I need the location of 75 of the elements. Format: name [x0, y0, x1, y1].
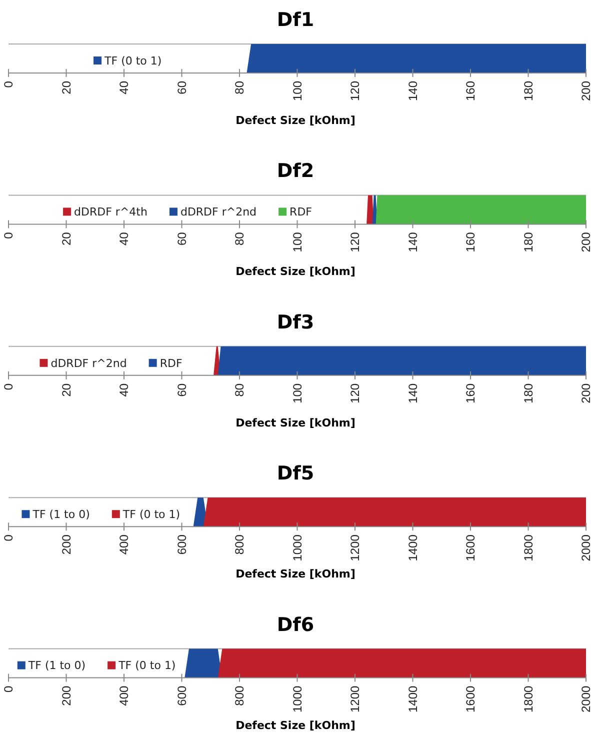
x-tick-label: 0 [2, 383, 16, 390]
x-tick-label: 100 [290, 80, 304, 102]
x-tick-label: 1600 [464, 534, 478, 562]
x-tick-label: 1000 [290, 685, 304, 713]
x-tick-label: 60 [174, 80, 189, 94]
legend-label: RDF [290, 206, 312, 219]
x-tick-label: 40 [117, 80, 132, 94]
x-tick-label: 100 [290, 232, 304, 252]
x-tick-label: 120 [348, 80, 362, 102]
legend-label: dDRDF r^2nd [50, 356, 127, 370]
x-tick-label: 140 [406, 80, 420, 102]
x-tick-label: 1800 [521, 685, 536, 713]
x-axis-title: Defect Size [kOhm] [236, 265, 356, 278]
x-tick-label: 140 [406, 383, 420, 404]
x-tick-label: 2000 [579, 685, 591, 713]
legend-label: RDF [160, 356, 182, 370]
x-tick-label: 800 [232, 534, 247, 555]
x-tick-label: 60 [174, 383, 189, 397]
x-tick-label: 20 [59, 232, 74, 246]
x-tick-label: 60 [174, 232, 189, 246]
x-axis-title: Defect Size [kOhm] [236, 114, 356, 127]
x-tick-label: 20 [59, 383, 74, 397]
chart-title: Df1 [276, 9, 314, 31]
x-tick-label: 600 [174, 534, 189, 555]
x-tick-label: 1000 [290, 534, 304, 562]
x-axis-title: Defect Size [kOhm] [236, 718, 356, 732]
legend-label: dDRDF r^2nd [180, 206, 257, 219]
legend-label: TF (0 to 1) [118, 659, 176, 672]
x-tick-label: 40 [117, 383, 132, 397]
chart-title: Df3 [276, 311, 314, 334]
x-tick-label: 200 [579, 383, 591, 404]
x-tick-label: 200 [579, 232, 591, 252]
x-tick-label: 0 [2, 232, 16, 239]
x-tick-label: 120 [348, 232, 362, 252]
x-axis-title: Defect Size [kOhm] [236, 568, 356, 581]
x-tick-label: 400 [117, 534, 132, 555]
legend-label: TF (0 to 1) [104, 54, 162, 68]
x-tick-label: 200 [59, 534, 74, 555]
x-tick-label: 200 [579, 80, 591, 102]
x-tick-label: 1400 [406, 534, 420, 562]
x-tick-label: 40 [117, 232, 132, 246]
legend-label: TF (1 to 0) [27, 659, 86, 672]
x-tick-label: 400 [117, 685, 132, 706]
x-tick-label: 80 [232, 80, 247, 94]
chart-title: Df5 [276, 462, 314, 485]
x-tick-label: 20 [59, 80, 74, 94]
x-tick-label: 2000 [579, 534, 591, 562]
x-tick-label: 1200 [348, 534, 362, 562]
x-tick-label: 140 [406, 232, 420, 252]
x-tick-label: 80 [232, 232, 247, 246]
x-tick-label: 1600 [464, 685, 478, 713]
x-tick-label: 200 [59, 685, 74, 706]
x-tick-label: 600 [174, 685, 189, 706]
legend-label: TF (1 to 0) [32, 508, 90, 521]
chart-title: Df6 [276, 614, 314, 636]
x-tick-label: 1800 [521, 534, 536, 562]
x-tick-label: 160 [464, 80, 478, 102]
legend-label: dDRDF r^4th [74, 206, 148, 219]
legend-label: TF (0 to 1) [122, 508, 180, 521]
chart-title: Df2 [276, 160, 314, 182]
x-tick-label: 0 [2, 80, 16, 88]
x-tick-label: 180 [521, 80, 536, 102]
x-tick-label: 180 [521, 232, 536, 252]
x-tick-label: 160 [464, 232, 478, 252]
x-tick-label: 180 [521, 383, 536, 404]
x-tick-label: 120 [348, 383, 362, 404]
x-tick-label: 80 [232, 383, 247, 397]
x-tick-label: 160 [464, 383, 478, 404]
x-tick-label: 1200 [348, 685, 362, 713]
x-tick-label: 0 [2, 534, 16, 542]
x-axis-title: Defect Size [kOhm] [236, 416, 356, 430]
x-tick-label: 800 [232, 685, 247, 706]
x-tick-label: 0 [2, 685, 16, 692]
x-tick-label: 1400 [406, 685, 420, 713]
x-tick-label: 100 [290, 383, 304, 404]
